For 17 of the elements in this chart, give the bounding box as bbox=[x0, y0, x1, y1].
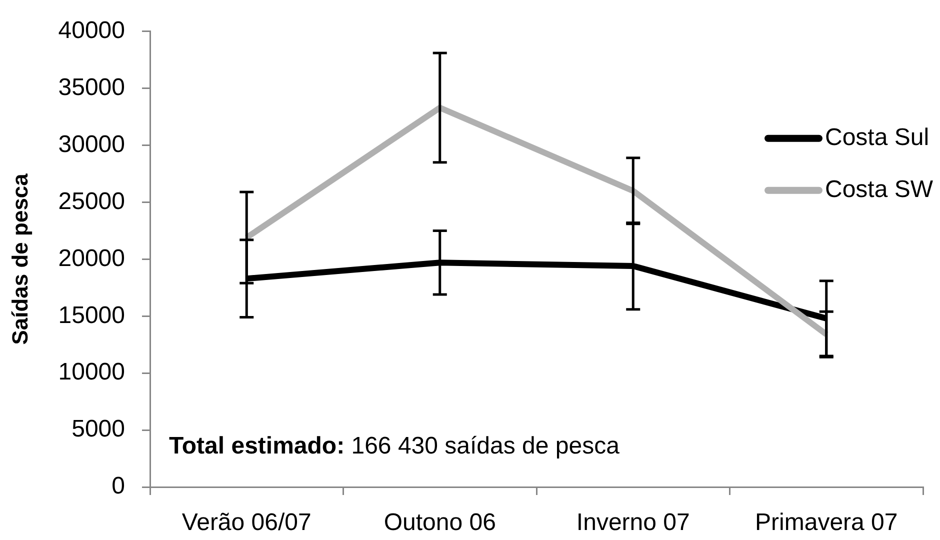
x-tick-label: Verão 06/07 bbox=[182, 509, 312, 536]
y-tick-label: 40000 bbox=[58, 17, 125, 44]
annotation: Total estimado: 166 430 saídas de pesca bbox=[169, 432, 620, 460]
y-tick-label: 10000 bbox=[58, 358, 125, 386]
y-tick-label: 35000 bbox=[58, 74, 125, 101]
y-tick-label: 15000 bbox=[58, 302, 125, 329]
legend-label: Costa SW bbox=[825, 176, 934, 204]
y-tick-label: 20000 bbox=[58, 244, 125, 272]
y-axis-title: Saídas de pesca bbox=[7, 172, 32, 345]
x-tick-label: Primavera 07 bbox=[755, 509, 898, 536]
x-tick-label: Outono 06 bbox=[384, 509, 496, 536]
y-tick-label: 5000 bbox=[72, 416, 125, 443]
y-tick-label: 30000 bbox=[58, 130, 125, 158]
y-tick-label: 25000 bbox=[58, 188, 125, 215]
legend-label: Costa Sul bbox=[825, 124, 930, 152]
y-tick-label: 0 bbox=[112, 472, 125, 500]
x-tick-label: Inverno 07 bbox=[576, 509, 690, 536]
